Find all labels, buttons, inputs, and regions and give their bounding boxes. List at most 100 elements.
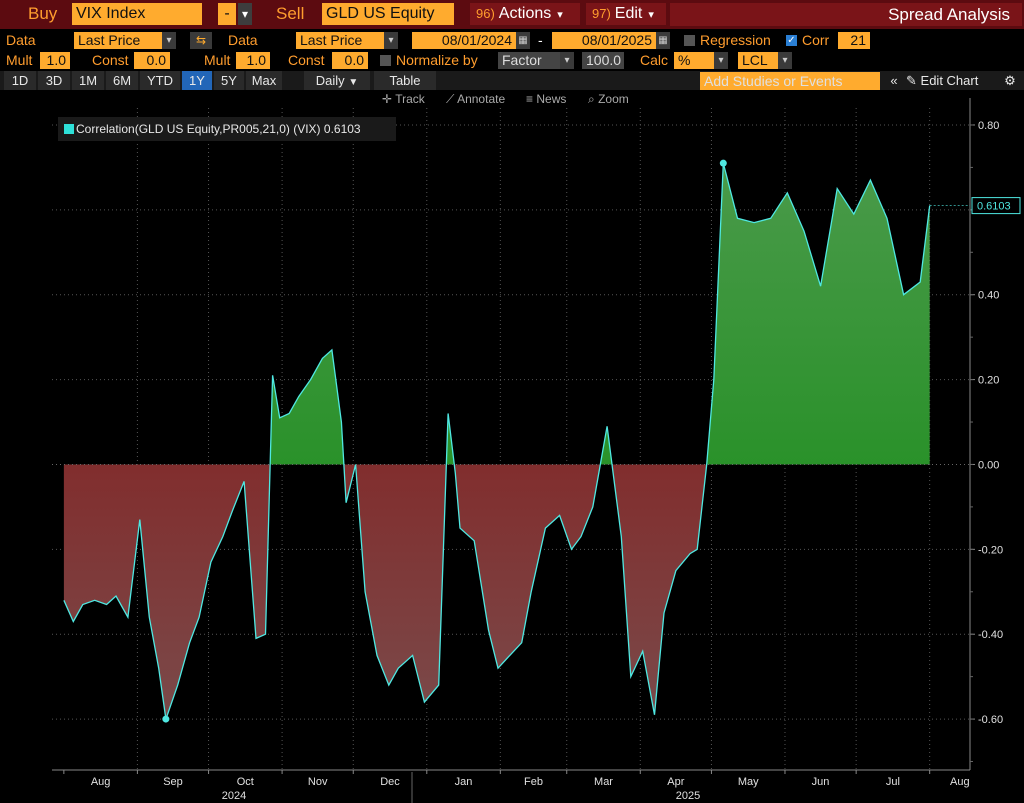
chevron-down-icon[interactable]: ▾ bbox=[714, 52, 728, 69]
sell-ticker-field[interactable]: GLD US Equity bbox=[322, 3, 454, 25]
settings-row-data: Data Last Price ▾ ⇆ Data Last Price ▾ 08… bbox=[0, 31, 1024, 51]
mult-field-1[interactable]: 1.0 bbox=[40, 52, 70, 69]
factor-field[interactable]: 100.0 bbox=[582, 52, 624, 69]
pencil-icon: ✎ bbox=[906, 73, 917, 88]
y-tick-label: 0.40 bbox=[978, 290, 999, 302]
crosshair-icon: ✛ bbox=[382, 92, 393, 106]
x-month-label: Nov bbox=[308, 776, 328, 788]
data-select-2[interactable]: Last Price bbox=[296, 32, 384, 49]
period-toolbar: 1D 3D 1M 6M YTD 1Y 5Y Max Daily ▼ Table Add Stu… bbox=[0, 71, 1024, 90]
buy-ticker-field[interactable]: VIX Index bbox=[72, 3, 202, 25]
chevron-down-icon[interactable]: ▾ bbox=[778, 52, 792, 69]
x-month-label: Oct bbox=[237, 776, 254, 788]
max-point-marker bbox=[719, 159, 727, 167]
y-tick-label: 0.80 bbox=[978, 120, 999, 132]
legend-series-name: Correlation(GLD US Equity,PR005,21,0) (V… bbox=[76, 122, 321, 136]
settings-row-mult: Mult 1.0 Const 0.0 Mult 1.0 Const 0.0 No… bbox=[0, 51, 1024, 71]
calendar-icon[interactable]: ▦ bbox=[656, 32, 670, 49]
period-button-6m[interactable]: 6M bbox=[106, 71, 138, 90]
magnifier-icon: ⌕ bbox=[588, 92, 595, 106]
calc-label: Calc bbox=[640, 52, 669, 68]
frequency-select[interactable]: Daily ▼ bbox=[304, 71, 370, 90]
edit-menu-button[interactable]: 97) Edit ▾ bbox=[586, 3, 666, 25]
x-month-label: Jul bbox=[886, 776, 900, 788]
currency-select[interactable]: LCL bbox=[738, 52, 778, 69]
track-label: Track bbox=[395, 92, 425, 106]
normalize-select[interactable]: Factor bbox=[498, 52, 560, 69]
chart-legend: Correlation(GLD US Equity,PR005,21,0) (V… bbox=[58, 117, 396, 141]
table-button[interactable]: Table bbox=[374, 71, 436, 90]
spread-analysis-title: Spread Analysis bbox=[670, 3, 1022, 26]
data-select-1[interactable]: Last Price bbox=[74, 32, 162, 49]
period-button-1y[interactable]: 1Y bbox=[182, 71, 212, 90]
period-button-5y[interactable]: 5Y bbox=[214, 71, 244, 90]
regression-checkbox[interactable] bbox=[684, 35, 695, 46]
x-month-label: Jan bbox=[455, 776, 473, 788]
period-button-3d[interactable]: 3D bbox=[38, 71, 70, 90]
chevron-down-icon: ▼ bbox=[348, 77, 359, 88]
period-button-ytd[interactable]: YTD bbox=[140, 71, 180, 90]
last-value-label: 0.6103 bbox=[977, 201, 1011, 213]
calendar-icon[interactable]: ▦ bbox=[516, 32, 530, 49]
normalize-label: Normalize by bbox=[396, 52, 478, 68]
zoom-label: Zoom bbox=[598, 92, 629, 106]
collapse-icon[interactable]: « bbox=[884, 71, 904, 90]
start-date-field[interactable]: 08/01/2024 bbox=[412, 32, 516, 49]
mult-label-2: Mult bbox=[204, 52, 231, 68]
const-field-1[interactable]: 0.0 bbox=[134, 52, 170, 69]
y-tick-label: 0.20 bbox=[978, 375, 999, 387]
normalize-checkbox[interactable] bbox=[380, 55, 391, 66]
legend-swatch bbox=[64, 124, 74, 134]
x-year-label-2024: 2024 bbox=[222, 790, 246, 802]
header-bar: Buy VIX Index - ▾ Sell GLD US Equity 96)… bbox=[0, 0, 1024, 29]
y-tick-label: -0.60 bbox=[978, 714, 1003, 726]
chevron-down-icon[interactable]: ▾ bbox=[162, 32, 176, 49]
correlation-line bbox=[63, 163, 931, 720]
date-range-dash: - bbox=[538, 32, 543, 48]
actions-number: 96) bbox=[476, 6, 495, 21]
actions-menu-button[interactable]: 96) Actions ▾ bbox=[470, 3, 580, 25]
corr-window-field[interactable]: 21 bbox=[838, 32, 870, 49]
gear-icon[interactable]: ⚙ bbox=[1000, 71, 1020, 90]
chevron-down-icon[interactable]: ▾ bbox=[384, 32, 398, 49]
track-tool[interactable]: ✛ Track bbox=[382, 92, 425, 106]
mult-label-1: Mult bbox=[6, 52, 33, 68]
const-field-2[interactable]: 0.0 bbox=[332, 52, 368, 69]
period-button-1d[interactable]: 1D bbox=[4, 71, 36, 90]
minus-button[interactable]: - bbox=[218, 3, 236, 25]
min-point-marker bbox=[162, 715, 170, 723]
edit-chart-label: Edit Chart bbox=[920, 73, 979, 88]
x-month-label: Jun bbox=[812, 776, 830, 788]
last-value-tag bbox=[971, 197, 1021, 215]
line-icon: ⟋ bbox=[446, 92, 455, 106]
buy-label: Buy bbox=[28, 4, 58, 23]
chevron-down-icon: ▾ bbox=[648, 9, 654, 21]
x-month-label: May bbox=[738, 776, 759, 788]
chevron-down-icon[interactable]: ▾ bbox=[560, 52, 574, 69]
actions-label: Actions bbox=[498, 5, 552, 22]
x-month-label: Sep bbox=[163, 776, 183, 788]
period-button-1m[interactable]: 1M bbox=[72, 71, 104, 90]
end-date-field[interactable]: 08/01/2025 bbox=[552, 32, 656, 49]
edit-number: 97) bbox=[592, 6, 611, 21]
annotate-tool[interactable]: ⟋ Annotate bbox=[446, 92, 505, 107]
sell-label: Sell bbox=[276, 4, 305, 23]
x-month-label: Aug bbox=[91, 776, 111, 788]
y-tick-label: 0.00 bbox=[978, 459, 999, 471]
chevron-down-icon[interactable]: ▾ bbox=[238, 3, 252, 25]
edit-chart-button[interactable]: ✎ Edit Chart bbox=[906, 71, 996, 90]
news-tool[interactable]: ≡ News bbox=[526, 92, 566, 106]
calc-select[interactable]: % bbox=[674, 52, 714, 69]
y-tick-label: -0.20 bbox=[978, 544, 1003, 556]
chevron-down-icon: ▾ bbox=[557, 9, 563, 21]
zoom-tool[interactable]: ⌕ Zoom bbox=[588, 92, 629, 107]
mult-field-2[interactable]: 1.0 bbox=[236, 52, 270, 69]
add-studies-input[interactable]: Add Studies or Events bbox=[700, 72, 880, 90]
swap-icon[interactable]: ⇆ bbox=[190, 32, 212, 49]
period-button-max[interactable]: Max bbox=[246, 71, 282, 90]
const-label-2: Const bbox=[288, 52, 325, 68]
negative-area bbox=[63, 464, 930, 720]
x-month-label: Mar bbox=[594, 776, 613, 788]
corr-checkbox[interactable]: ✓ bbox=[786, 35, 797, 46]
